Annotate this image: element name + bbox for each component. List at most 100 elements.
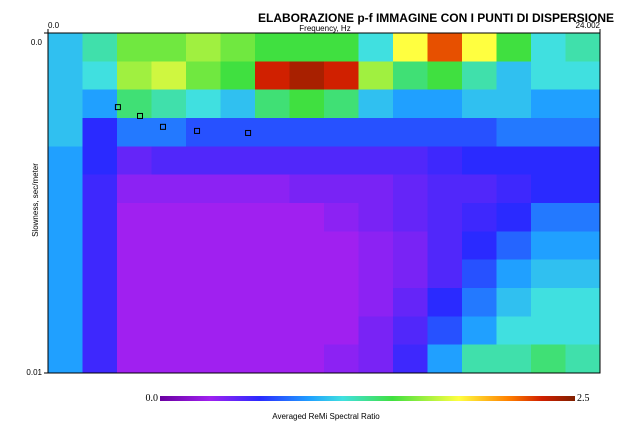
heatmap-cell: [48, 118, 84, 147]
x-tick-label: 24.002: [576, 21, 601, 30]
heatmap-cell: [531, 316, 567, 346]
heatmap-cell: [255, 118, 291, 147]
heatmap-cell: [151, 33, 187, 62]
heatmap-cell: [393, 146, 429, 176]
heatmap-cell: [289, 118, 325, 147]
heatmap-cell: [255, 33, 291, 62]
heatmap-cell: [427, 61, 463, 91]
heatmap-cell: [117, 33, 153, 62]
y-tick-label: 0.01: [26, 368, 42, 377]
plot-frame: [47, 32, 601, 374]
dispersion-point: [159, 123, 166, 130]
heatmap-cell: [220, 33, 256, 62]
heatmap-cell: [117, 118, 153, 147]
heatmap-cell: [186, 288, 222, 317]
heatmap-cell: [82, 33, 118, 62]
heatmap-cell: [117, 231, 153, 261]
heatmap-cell: [220, 259, 256, 289]
heatmap-cell: [565, 203, 601, 232]
dispersion-point: [194, 127, 201, 134]
heatmap-cell: [462, 231, 498, 261]
heatmap-cell: [358, 174, 394, 204]
heatmap-cell: [427, 118, 463, 147]
heatmap-cell: [531, 231, 567, 261]
heatmap-cell: [496, 231, 532, 261]
heatmap-cell: [358, 316, 394, 346]
heatmap-cell: [117, 146, 153, 176]
heatmap-cell: [324, 174, 360, 204]
heatmap-cell: [565, 33, 601, 62]
heatmap-cell: [462, 316, 498, 346]
heatmap-cell: [358, 203, 394, 232]
heatmap-cell: [324, 118, 360, 147]
heatmap-cell: [393, 344, 429, 374]
heatmap-cell: [531, 118, 567, 147]
heatmap-cell: [82, 259, 118, 289]
chart-title: ELABORAZIONE p-f IMMAGINE CON I PUNTI DI…: [258, 11, 614, 25]
heatmap-cell: [358, 118, 394, 147]
heatmap-cell: [186, 231, 222, 261]
heatmap-cell: [427, 33, 463, 62]
heatmap-cell: [324, 33, 360, 62]
heatmap-cell: [151, 89, 187, 119]
heatmap-cell: [496, 89, 532, 119]
heatmap-cell: [531, 174, 567, 204]
heatmap-cell: [48, 61, 84, 91]
heatmap-cell: [48, 344, 84, 374]
heatmap-cell: [462, 118, 498, 147]
heatmap-cell: [117, 61, 153, 91]
heatmap-cell: [358, 259, 394, 289]
heatmap-cell: [186, 174, 222, 204]
heatmap-cell: [220, 146, 256, 176]
heatmap-cell: [462, 344, 498, 374]
heatmap-cell: [427, 259, 463, 289]
heatmap-cell: [48, 316, 84, 346]
heatmap-cell: [531, 259, 567, 289]
heatmap-cell: [462, 89, 498, 119]
heatmap-cell: [48, 288, 84, 317]
heatmap-cell: [565, 89, 601, 119]
heatmap-cell: [531, 344, 567, 374]
heatmap-cell: [427, 344, 463, 374]
dispersion-point: [114, 104, 121, 111]
heatmap-cell: [393, 89, 429, 119]
heatmap-cell: [427, 174, 463, 204]
heatmap-cell: [358, 231, 394, 261]
heatmap-cell: [324, 259, 360, 289]
heatmap-cell: [496, 288, 532, 317]
heatmap-cell: [255, 203, 291, 232]
heatmap-cell: [496, 174, 532, 204]
heatmap-cell: [82, 61, 118, 91]
heatmap-cell: [427, 231, 463, 261]
heatmap-cell: [496, 203, 532, 232]
heatmap-cell: [82, 174, 118, 204]
heatmap-cell: [427, 316, 463, 346]
heatmap-cell: [531, 33, 567, 62]
heatmap-cell: [565, 118, 601, 147]
heatmap-cell: [496, 146, 532, 176]
heatmap-cell: [289, 61, 325, 91]
heatmap-cell: [565, 259, 601, 289]
heatmap-cell: [531, 61, 567, 91]
heatmap-cell: [324, 231, 360, 261]
heatmap-cell: [496, 259, 532, 289]
heatmap-cell: [531, 288, 567, 317]
y-tick-label: 0.0: [31, 38, 43, 47]
heatmap-cell: [48, 146, 84, 176]
heatmap-cell: [186, 33, 222, 62]
heatmap-cell: [324, 288, 360, 317]
heatmap-cell: [496, 118, 532, 147]
heatmap-cell: [186, 118, 222, 147]
heatmap-cell: [393, 61, 429, 91]
heatmap-cell: [186, 259, 222, 289]
heatmap-cell: [151, 288, 187, 317]
heatmap-cell: [358, 89, 394, 119]
heatmap-cell: [151, 146, 187, 176]
heatmap-cell: [117, 259, 153, 289]
heatmap-cell: [82, 146, 118, 176]
heatmap-cell: [117, 344, 153, 374]
heatmap-cell: [289, 203, 325, 232]
heatmap-cell: [186, 61, 222, 91]
heatmap-cell: [48, 203, 84, 232]
